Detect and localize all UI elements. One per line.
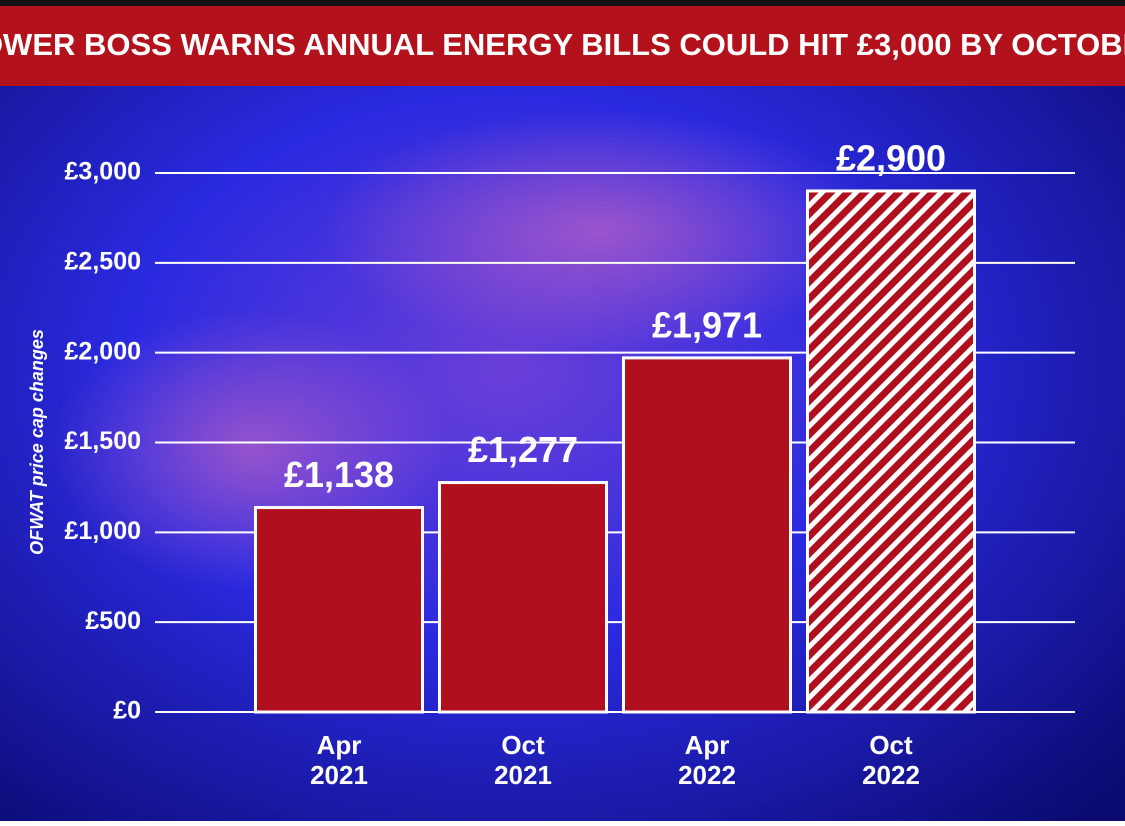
y-axis-label: OFWAT price cap changes — [27, 329, 47, 555]
x-tick-label-box: Oct 2021 — [494, 730, 552, 790]
x-tick-label: Apr 2022 — [678, 730, 736, 790]
title-bar — [0, 6, 1125, 86]
bar — [438, 481, 608, 714]
top-strip — [0, 0, 1125, 6]
bar — [622, 356, 792, 714]
y-tick-label: £3,000 — [65, 158, 141, 186]
bar — [254, 506, 424, 714]
value-label: £1,138 — [284, 454, 394, 495]
background-glow — [320, 110, 880, 350]
y-tick-label: £2,500 — [65, 247, 141, 275]
value-label: £1,971 — [652, 304, 762, 345]
bar — [806, 189, 976, 714]
value-label: £2,900 — [836, 137, 946, 178]
x-tick-label: Apr 2021 — [310, 730, 368, 790]
x-tick-label-box: Apr 2021 — [310, 730, 368, 790]
x-tick-label-box: Oct 2022 — [862, 730, 920, 790]
chart-title: POWER BOSS WARNS ANNUAL ENERGY BILLS COU… — [0, 27, 1125, 62]
y-tick-label: £1,500 — [65, 427, 141, 455]
x-tick-label: Oct 2022 — [862, 730, 920, 790]
x-tick-label-box: Apr 2022 — [678, 730, 736, 790]
y-tick-label: £0 — [113, 697, 141, 725]
x-tick-label: Oct 2021 — [494, 730, 552, 790]
value-label: £1,277 — [468, 429, 578, 470]
y-tick-label: £1,000 — [65, 517, 141, 545]
y-tick-label: £2,000 — [65, 337, 141, 365]
y-tick-label: £500 — [85, 607, 141, 635]
